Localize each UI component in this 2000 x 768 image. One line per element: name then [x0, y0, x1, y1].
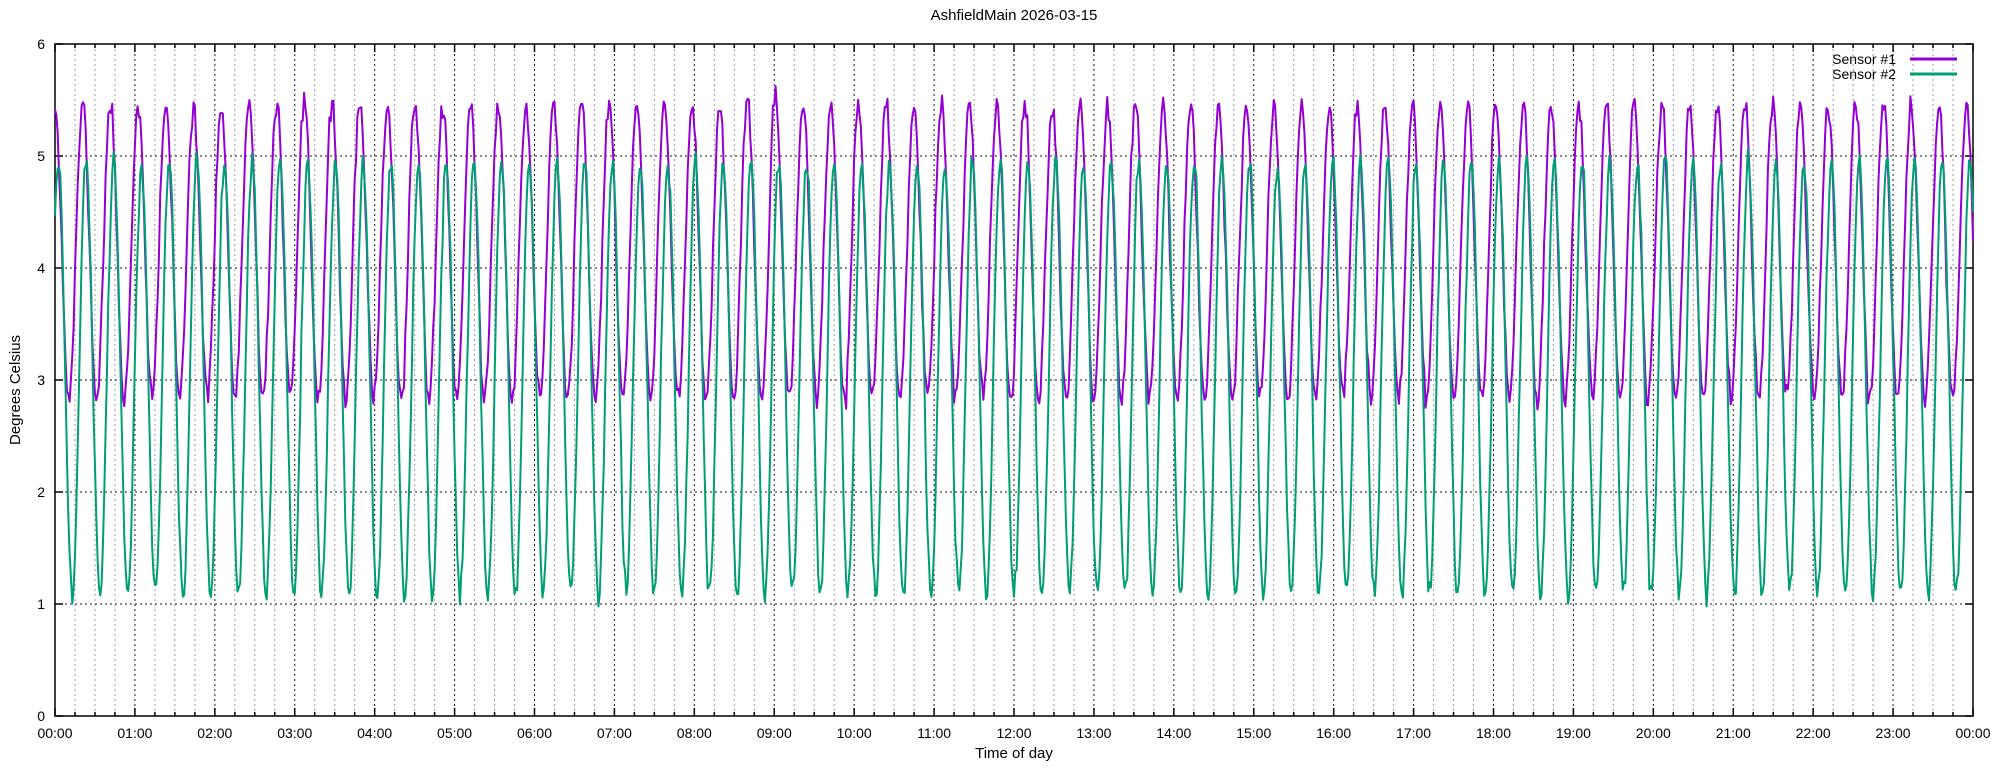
x-tick-label: 02:00	[197, 725, 232, 741]
x-tick-label: 09:00	[757, 725, 792, 741]
y-axis-label: Degrees Celsius	[7, 335, 24, 445]
x-tick-label: 16:00	[1316, 725, 1351, 741]
x-tick-label: 14:00	[1156, 725, 1191, 741]
x-tick-label: 15:00	[1236, 725, 1271, 741]
y-tick-label: 4	[37, 260, 45, 276]
y-tick-label: 2	[37, 484, 45, 500]
x-tick-label: 00:00	[1955, 725, 1990, 741]
y-tick-label: 6	[37, 36, 45, 52]
x-tick-label: 17:00	[1396, 725, 1431, 741]
x-tick-label: 23:00	[1876, 725, 1911, 741]
series-line-sensor-2	[54, 147, 1974, 608]
legend-label: Sensor #1	[1832, 51, 1896, 67]
x-tick-label: 07:00	[597, 725, 632, 741]
chart-layers: 00:00 01:00 02:00 03:00 04:00 05:00 06:00 07:00…	[37, 36, 1991, 741]
chart-title: AshfieldMain 2026-03-15	[931, 7, 1098, 24]
x-tick-label: 08:00	[677, 725, 712, 741]
x-tick-label: 10:00	[837, 725, 872, 741]
x-tick-label: 13:00	[1076, 725, 1111, 741]
series-line-sensor-1	[54, 85, 1974, 411]
x-tick-label: 01:00	[117, 725, 152, 741]
x-tick-label: 12:00	[996, 725, 1031, 741]
x-tick-label: 19:00	[1556, 725, 1591, 741]
x-tick-label: 20:00	[1636, 725, 1671, 741]
x-tick-label: 00:00	[37, 725, 72, 741]
legend-label: Sensor #2	[1832, 66, 1896, 82]
x-tick-label: 06:00	[517, 725, 552, 741]
x-tick-label: 21:00	[1716, 725, 1751, 741]
y-tick-label: 5	[37, 148, 45, 164]
y-tick-label: 3	[37, 372, 45, 388]
x-tick-label: 03:00	[277, 725, 312, 741]
x-tick-label: 22:00	[1796, 725, 1831, 741]
y-tick-label: 1	[37, 596, 45, 612]
x-tick-label: 11:00	[917, 725, 951, 741]
x-axis-label: Time of day	[975, 745, 1053, 762]
y-tick-label: 0	[37, 708, 45, 724]
x-tick-label: 05:00	[437, 725, 472, 741]
x-tick-label: 04:00	[357, 725, 392, 741]
x-tick-label: 18:00	[1476, 725, 1511, 741]
